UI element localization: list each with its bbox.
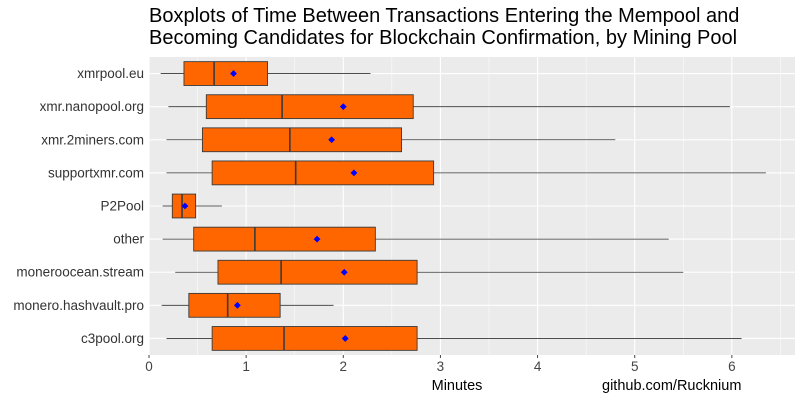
box-iqr bbox=[201, 127, 403, 153]
x-tick-label: 1 bbox=[242, 359, 250, 374]
mean-marker bbox=[341, 335, 349, 342]
mean-marker bbox=[350, 169, 358, 177]
box-other bbox=[162, 226, 669, 252]
box-iqr bbox=[183, 61, 268, 86]
x-tick-label: 4 bbox=[534, 359, 542, 374]
category-label: moneroocean.stream bbox=[16, 265, 144, 280]
x-tick-label: 3 bbox=[437, 359, 445, 374]
category-label: xmr.nanopool.org bbox=[40, 99, 144, 114]
box-xmr-2miners-com bbox=[166, 127, 616, 153]
box-iqr bbox=[205, 94, 414, 120]
box-p2pool bbox=[162, 193, 222, 219]
category-label: xmrpool.eu bbox=[77, 66, 144, 81]
box-monero-hashvault-pro bbox=[161, 292, 334, 318]
x-tick-label: 0 bbox=[145, 359, 153, 374]
box-c3pool-org bbox=[166, 326, 742, 351]
x-tick-label: 6 bbox=[728, 359, 736, 374]
mean-marker bbox=[234, 301, 241, 309]
category-label: xmr.2miners.com bbox=[41, 132, 144, 147]
category-label: monero.hashvault.pro bbox=[13, 298, 144, 313]
box-xmrpool-eu bbox=[160, 61, 371, 86]
box-xmr-nanopool-org bbox=[168, 94, 730, 120]
chart-caption: github.com/Rucknium bbox=[602, 378, 741, 394]
x-tick-label: 2 bbox=[340, 359, 348, 374]
mean-marker bbox=[339, 103, 347, 111]
mean-marker bbox=[181, 202, 189, 210]
chart-title-line-2: Becoming Candidates for Blockchain Confi… bbox=[149, 27, 737, 49]
category-label: P2Pool bbox=[100, 199, 144, 214]
mean-marker bbox=[313, 235, 321, 243]
box-iqr bbox=[211, 326, 418, 351]
x-tick-label: 5 bbox=[631, 359, 639, 374]
mean-marker bbox=[230, 70, 237, 77]
boxes bbox=[160, 61, 766, 351]
x-axis-title: Minutes bbox=[432, 378, 483, 394]
chart-title-line-1: Boxplots of Time Between Transactions En… bbox=[149, 5, 739, 27]
mean-marker bbox=[340, 268, 348, 276]
category-label: c3pool.org bbox=[81, 331, 144, 346]
box-supportxmr-com bbox=[166, 160, 766, 186]
mean-marker bbox=[328, 136, 336, 144]
x-tick-labels: 0 1 2 3 4 5 6 bbox=[145, 355, 736, 374]
box-iqr bbox=[193, 226, 376, 252]
box-iqr bbox=[217, 259, 418, 285]
box-moneroocean-stream bbox=[175, 259, 684, 285]
category-label: supportxmr.com bbox=[48, 165, 144, 180]
box-iqr bbox=[211, 160, 435, 186]
category-label: other bbox=[113, 232, 144, 247]
category-labels: xmrpool.eu xmr.nanopool.org xmr.2miners.co… bbox=[13, 66, 144, 346]
